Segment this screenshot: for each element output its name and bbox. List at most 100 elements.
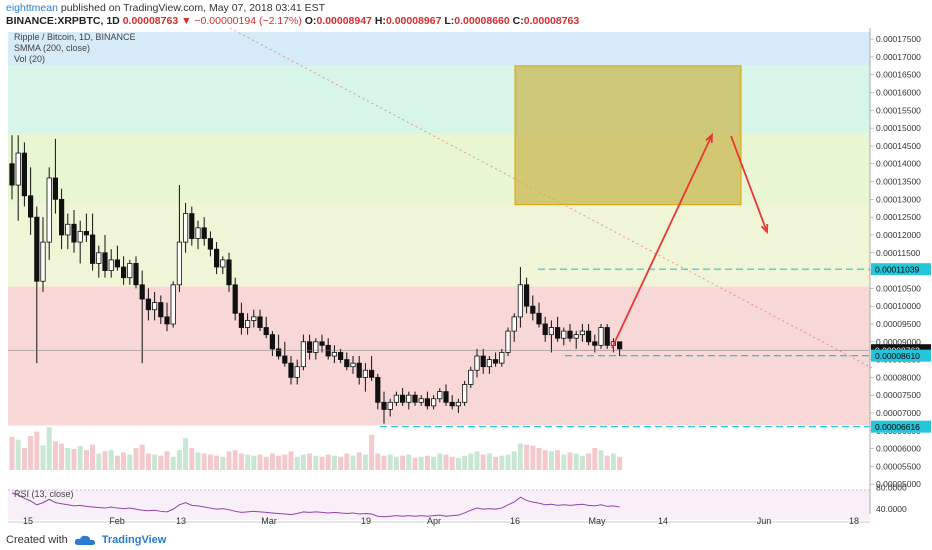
candle-body <box>486 359 493 368</box>
legend-rsi: RSI (13, close) <box>14 489 74 499</box>
candle-body <box>499 352 505 364</box>
candle-body <box>201 227 207 239</box>
candle-body <box>375 376 381 403</box>
support-2-tag-label: 0.00006616 <box>875 422 920 432</box>
candle-body <box>27 195 34 218</box>
volume-bar <box>263 456 269 470</box>
y-tick-label: 0.00016000 <box>876 88 921 98</box>
volume-bar <box>579 455 585 470</box>
created-with-label: Created with <box>6 534 68 546</box>
tradingview-cloud-icon <box>74 535 95 545</box>
volume-bar <box>400 455 406 470</box>
candle-body <box>313 341 319 353</box>
candle-body <box>21 152 28 197</box>
candle-body <box>71 223 77 243</box>
volume-bar <box>114 455 120 470</box>
candle-body <box>524 284 530 307</box>
resistance-tag <box>871 263 931 276</box>
volume-bar <box>505 454 511 470</box>
volume-bar <box>331 455 337 470</box>
volume-bar <box>226 451 232 470</box>
volume-bar <box>455 457 461 470</box>
volume-bar <box>437 453 443 470</box>
volume-bar <box>34 431 40 470</box>
candle-body <box>52 177 59 200</box>
volume-bar <box>573 453 579 470</box>
volume-bar <box>71 449 77 470</box>
y-tick-label: 0.00014000 <box>876 159 921 169</box>
volume-bar <box>486 453 492 470</box>
candle-body <box>325 344 331 357</box>
y-tick-label: 0.00009000 <box>876 337 921 347</box>
candle-body <box>505 330 511 353</box>
candle-body <box>617 341 623 350</box>
target-box[interactable] <box>514 65 742 206</box>
volume-bar <box>567 452 573 470</box>
rsi-line <box>11 492 620 518</box>
candle-body <box>90 234 96 264</box>
candle-body <box>282 355 288 364</box>
volume-bar <box>59 443 65 470</box>
candle-body <box>244 320 251 328</box>
candle-body <box>579 330 586 336</box>
candle-body <box>133 263 139 286</box>
up-arrow[interactable] <box>611 134 713 349</box>
volume-bar <box>83 450 89 470</box>
candle-body <box>127 263 133 279</box>
down-arrow[interactable] <box>730 135 768 233</box>
open-label: O: <box>304 15 317 27</box>
candle-body <box>393 394 400 403</box>
candle-body <box>344 359 350 368</box>
volume-bar <box>77 445 83 470</box>
candle-body <box>77 230 83 243</box>
down-arrow-head <box>760 223 769 235</box>
chart-svg[interactable]: 0.00017500 0.00017000 0.00016500 0.00016000… <box>0 27 932 528</box>
volume-bar <box>170 456 176 470</box>
x-tick-label: May <box>588 516 606 526</box>
candle-body <box>300 341 307 368</box>
volume-bar <box>369 434 375 470</box>
author-link[interactable]: eighttmean <box>6 2 58 14</box>
support-1-tag <box>871 349 931 362</box>
volume-bar <box>238 453 244 470</box>
volume-bar <box>412 457 418 470</box>
candle-body <box>251 316 257 321</box>
volume-bar <box>269 453 275 470</box>
volume-bar <box>294 456 300 470</box>
chart-area[interactable]: 0.00017500 0.00017000 0.00016500 0.00016000… <box>0 27 932 528</box>
candle-body <box>443 391 449 403</box>
y-tick-label: 0.00008000 <box>876 372 921 382</box>
last-price: 0.00008763 <box>122 15 179 27</box>
candle-body <box>108 259 114 271</box>
candle-body <box>83 230 89 236</box>
y-tick-label: 0.00011500 <box>876 248 921 258</box>
candle-body <box>598 327 604 346</box>
legend-smma: SMMA (200, close) <box>14 43 90 53</box>
y-tick-label: 0.00013500 <box>876 177 921 187</box>
x-tick-label: 14 <box>658 516 668 526</box>
ohlc-line: BINANCE:XRPBTC, 1D 0.00008763 ▼ −0.00000… <box>6 15 926 28</box>
volume-bar <box>245 454 251 470</box>
candle-body <box>536 312 542 325</box>
trend-line[interactable] <box>229 27 873 369</box>
candle-body <box>555 327 561 339</box>
symbol-label: BINANCE:XRPBTC, 1D <box>6 15 120 27</box>
close-value: 0.00008763 <box>523 15 580 27</box>
rsi-tick-label: 40.0000 <box>876 504 907 514</box>
volume-bar <box>406 454 412 470</box>
volume-bar <box>598 450 604 470</box>
volume-bar <box>393 456 399 470</box>
volume-bar <box>561 454 567 470</box>
x-tick-label: Jun <box>757 516 772 526</box>
volume-bar <box>468 453 474 470</box>
tradingview-logo-text[interactable]: TradingView <box>101 534 167 546</box>
volume-bar <box>145 453 151 470</box>
volume-bar <box>338 456 344 470</box>
volume-bar <box>139 444 145 470</box>
candle-body <box>182 213 189 243</box>
volume-bar <box>195 452 201 470</box>
candle-body <box>350 362 356 368</box>
candle-body <box>257 316 263 328</box>
volume-bar <box>207 454 213 470</box>
candle-body <box>158 302 164 318</box>
